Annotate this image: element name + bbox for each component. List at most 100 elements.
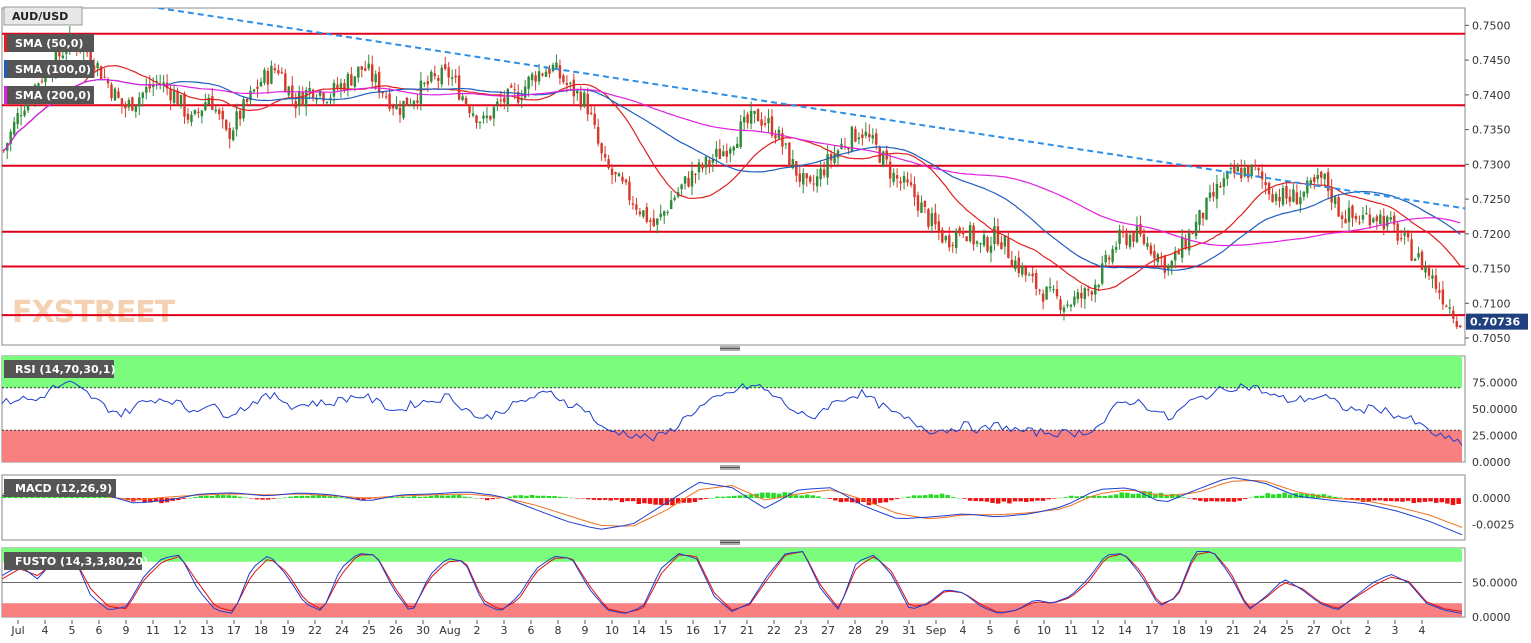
candle-body <box>1215 183 1219 199</box>
candle-body <box>1073 296 1076 305</box>
macd-histogram-bar <box>1417 498 1422 503</box>
candle-body <box>934 212 937 225</box>
macd-histogram-bar <box>473 498 479 499</box>
macd-histogram-bar <box>1327 495 1332 499</box>
candle-body <box>186 113 190 120</box>
macd-histogram-bar <box>361 498 366 500</box>
macd-histogram-bar <box>1243 498 1248 500</box>
macd-histogram-bar <box>642 498 647 504</box>
candle <box>200 109 204 124</box>
candle <box>854 125 857 143</box>
candle-body <box>1260 171 1264 180</box>
candle <box>353 76 357 92</box>
sma-badge <box>4 86 94 104</box>
y-tick-label: 0.7400 <box>1472 89 1511 102</box>
candle <box>454 69 457 84</box>
candle-body <box>1420 251 1424 270</box>
candle-body <box>558 65 562 79</box>
macd-histogram-bar <box>1186 498 1192 499</box>
candle <box>405 97 409 106</box>
candle-body <box>1024 267 1027 276</box>
candle <box>725 143 729 163</box>
macd-histogram-bar <box>760 492 765 499</box>
symbol-badge <box>3 6 83 26</box>
macd-histogram-bar <box>209 495 215 499</box>
candle <box>784 142 788 150</box>
macd-histogram-bar <box>1304 493 1310 499</box>
candle-body <box>965 236 968 242</box>
candle <box>134 105 138 118</box>
candle <box>1410 231 1413 262</box>
candle-body <box>1406 231 1410 238</box>
candle <box>1052 285 1055 294</box>
macd-histogram-bar <box>827 498 832 499</box>
candle <box>141 91 145 107</box>
candle-body <box>805 173 808 179</box>
candle <box>1448 299 1452 316</box>
candle-body <box>1274 193 1278 201</box>
macd-histogram-bar <box>1450 498 1456 506</box>
candle <box>530 71 534 87</box>
candle <box>1132 231 1135 248</box>
macd-histogram-bar <box>434 495 439 499</box>
candle <box>638 207 642 217</box>
x-tick-label: Sep <box>926 624 947 637</box>
candle-body <box>447 67 450 78</box>
candle <box>635 197 638 216</box>
candle-body <box>718 148 722 159</box>
macd-histogram-bar <box>546 495 552 499</box>
candle-body <box>370 64 374 82</box>
candle <box>1034 269 1038 296</box>
candle <box>1233 160 1236 179</box>
candle <box>722 144 725 157</box>
candle <box>673 195 676 202</box>
macd-histogram-bar <box>518 495 524 499</box>
candle-body <box>99 66 103 79</box>
candle-body <box>562 75 565 83</box>
candle <box>763 115 767 128</box>
macd-histogram-bar <box>647 498 653 504</box>
sma-line-sma2000 <box>3 78 1461 247</box>
candle <box>1278 188 1281 208</box>
candle <box>315 94 318 106</box>
macd-histogram-bar <box>221 495 226 499</box>
macd-histogram-bar <box>1198 498 1203 501</box>
candle-body <box>169 89 172 101</box>
candle-body <box>680 184 683 190</box>
macd-histogram-bar <box>277 498 282 499</box>
candle <box>443 56 447 71</box>
candle-body <box>92 65 96 71</box>
y-tick-label: 0.7200 <box>1472 228 1511 241</box>
candle-body <box>1250 164 1253 176</box>
candle-body <box>412 100 416 105</box>
candle-body <box>1233 166 1236 174</box>
candle-body <box>318 90 322 96</box>
candle-body <box>468 106 471 113</box>
macd-histogram-bar <box>979 498 984 502</box>
candle <box>669 190 673 210</box>
macd-histogram-bar <box>338 497 344 499</box>
x-tick-label: Aug <box>439 624 460 637</box>
candle <box>659 204 662 221</box>
candle <box>360 66 364 78</box>
candle <box>492 105 496 127</box>
macd-histogram-bar <box>462 496 467 499</box>
candle <box>190 111 193 127</box>
macd-histogram-bar <box>659 498 664 505</box>
candle <box>934 203 937 230</box>
candle <box>145 78 148 100</box>
candle <box>218 107 221 121</box>
candle-body <box>683 176 687 184</box>
candle-body <box>1083 288 1087 300</box>
candle <box>259 77 263 88</box>
candle <box>1292 183 1295 203</box>
candle <box>819 161 822 187</box>
candle <box>1080 284 1083 308</box>
candle <box>718 139 722 160</box>
candle-body <box>124 104 127 109</box>
x-tick-label: 18 <box>254 624 268 637</box>
macd-histogram-bar <box>1063 497 1068 499</box>
sma-badge <box>4 60 94 78</box>
candle <box>419 72 423 111</box>
